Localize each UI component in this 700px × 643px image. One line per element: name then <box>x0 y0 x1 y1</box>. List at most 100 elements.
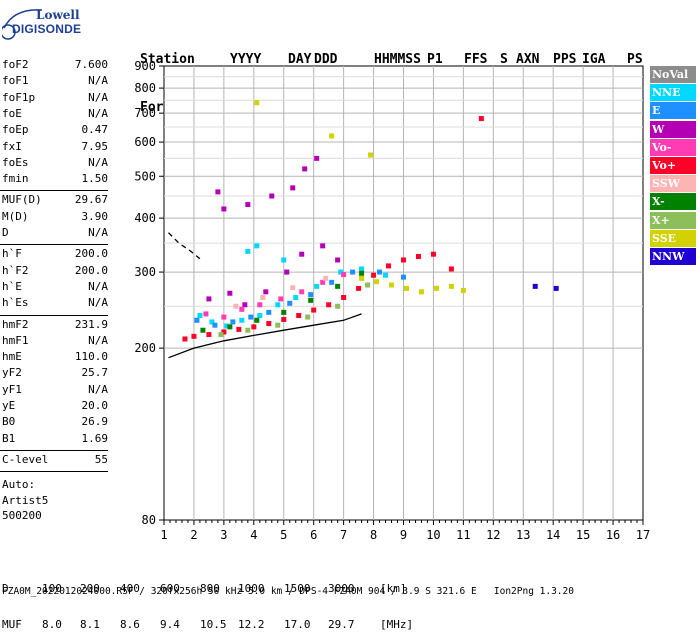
param-value: 3.90 <box>81 209 109 223</box>
distance-cell: 400 <box>120 582 140 595</box>
echo-point-sse <box>460 287 466 293</box>
echo-point-sse <box>389 282 395 288</box>
echo-point-vo <box>221 329 227 335</box>
param-label: yF1 <box>2 382 22 396</box>
logo-digisonde-text: DIGISONDE <box>12 22 82 36</box>
header-label-5: P1 <box>427 52 443 67</box>
param-row-hmf1: hmF1 N/A <box>2 334 108 350</box>
y-tick-label: 700 <box>134 106 156 120</box>
param-separator <box>0 190 108 192</box>
param-value: 7.95 <box>81 139 109 153</box>
echo-point-ssw <box>233 303 239 309</box>
param-separator <box>0 471 108 473</box>
param-row-fof1: foF1 N/A <box>2 74 108 90</box>
echo-point-w <box>227 290 233 296</box>
echo-point-vo <box>311 307 317 313</box>
header-label-0: Station <box>140 52 195 67</box>
echo-point-nne <box>257 312 263 318</box>
echo-point-w <box>314 155 320 161</box>
echo-point-vo <box>236 326 242 332</box>
param-value: N/A <box>88 106 108 120</box>
param-label: hmE <box>2 350 22 364</box>
profile-curve <box>168 232 201 260</box>
echo-point-vo <box>257 302 263 308</box>
param-row-d: D N/A <box>2 226 108 242</box>
echo-point-nne <box>293 294 299 300</box>
distance-cell: D <box>2 582 9 595</box>
echo-point-vo <box>251 324 257 330</box>
param-row-fof2: foF2 7.600 <box>2 58 108 74</box>
param-row-b1: B1 1.69 <box>2 432 108 448</box>
logo-lowell-text: Lowell <box>36 8 80 22</box>
param-row-fmin: fmin 1.50 <box>2 172 108 188</box>
echo-point-e <box>266 309 272 315</box>
x-tick-label: 4 <box>250 528 257 542</box>
echo-point-vo <box>203 311 209 317</box>
echo-point-vo <box>448 266 454 272</box>
param-label: foEs <box>2 155 29 169</box>
ionogram-chart: 1 2 3 4 5 6 7 8 9 10 11 12 13 14 15 16 17802003004005006… <box>134 59 650 542</box>
x-tick-label: 5 <box>280 528 287 542</box>
param-value: 200.0 <box>74 247 108 261</box>
muf-cell: 12.2 <box>238 618 265 631</box>
muf-cell: 10.5 <box>200 618 227 631</box>
distance-cell: 100 <box>42 582 62 595</box>
legend-vo-: Vo+ <box>650 157 696 174</box>
echo-point-nne <box>383 272 389 278</box>
param-row-foe: foE N/A <box>2 107 108 123</box>
echo-point-nne <box>275 302 281 308</box>
echo-point-vo <box>326 302 332 308</box>
echo-point-vo <box>221 314 227 320</box>
echo-point-vo <box>191 333 197 339</box>
echo-point-nne <box>224 323 230 329</box>
echo-point-x <box>245 327 251 333</box>
echo-point-e <box>212 322 218 328</box>
echo-point-nne <box>338 269 344 275</box>
echo-point-nne <box>281 257 287 263</box>
x-tick-label: 3 <box>220 528 227 542</box>
distance-cell: [km] <box>380 582 407 595</box>
distance-cell: 1500 <box>284 582 311 595</box>
param-value: N/A <box>88 279 108 293</box>
echo-point-nne <box>239 317 245 323</box>
x-tick-label: 7 <box>340 528 347 542</box>
x-tick-label: 16 <box>606 528 620 542</box>
legend-ssw: SSW <box>650 175 696 193</box>
echo-point-nne <box>254 243 260 249</box>
muf-cell: 8.6 <box>120 618 140 631</box>
echo-point-w <box>245 202 251 208</box>
y-tick-label: 200 <box>134 341 156 355</box>
echo-point-x <box>305 314 311 320</box>
echo-point-x <box>335 303 341 309</box>
echo-point-x <box>365 282 371 288</box>
param-separator <box>0 244 108 246</box>
echo-point-x <box>200 327 206 333</box>
echo-point-w <box>215 189 221 195</box>
param-label: h`F2 <box>2 263 29 277</box>
muf-cell: 9.4 <box>160 618 180 631</box>
header-label-11: PS <box>627 52 643 67</box>
param-label: foF2 <box>2 58 29 71</box>
distance-cell: 1000 <box>238 582 265 595</box>
param-label: h`F <box>2 247 22 261</box>
echo-point-sse <box>448 283 454 289</box>
echo-point-x <box>275 322 281 328</box>
param-row-fxi: fxI 7.95 <box>2 140 108 156</box>
header-row-labels: Station YYYY DAY DDD HHMMSS P1 FFS S AXN PPS IGA PS <box>140 52 643 68</box>
distance-cell: 200 <box>80 582 100 595</box>
x-tick-label: 10 <box>426 528 440 542</box>
muf-cell: [MHz] <box>380 618 414 631</box>
param-row-foes: foEs N/A <box>2 156 108 172</box>
legend-nne: NNE <box>650 84 696 102</box>
param-label: D <box>2 226 9 239</box>
muf-cell: MUF <box>2 618 22 631</box>
echo-point-vo <box>281 316 287 322</box>
x-tick-label: 15 <box>576 528 590 542</box>
muf-distance-table: D 100 200 400 600 800 1000 1500 3000 [km] MUF 8.0 8… <box>2 559 413 643</box>
param-value: N/A <box>88 333 108 347</box>
x-tick-label: 2 <box>190 528 197 542</box>
echo-point-ssw <box>290 285 296 291</box>
echo-point-x <box>281 309 287 315</box>
echo-point-e <box>377 269 383 275</box>
param-row-he: h`E N/A <box>2 280 108 296</box>
